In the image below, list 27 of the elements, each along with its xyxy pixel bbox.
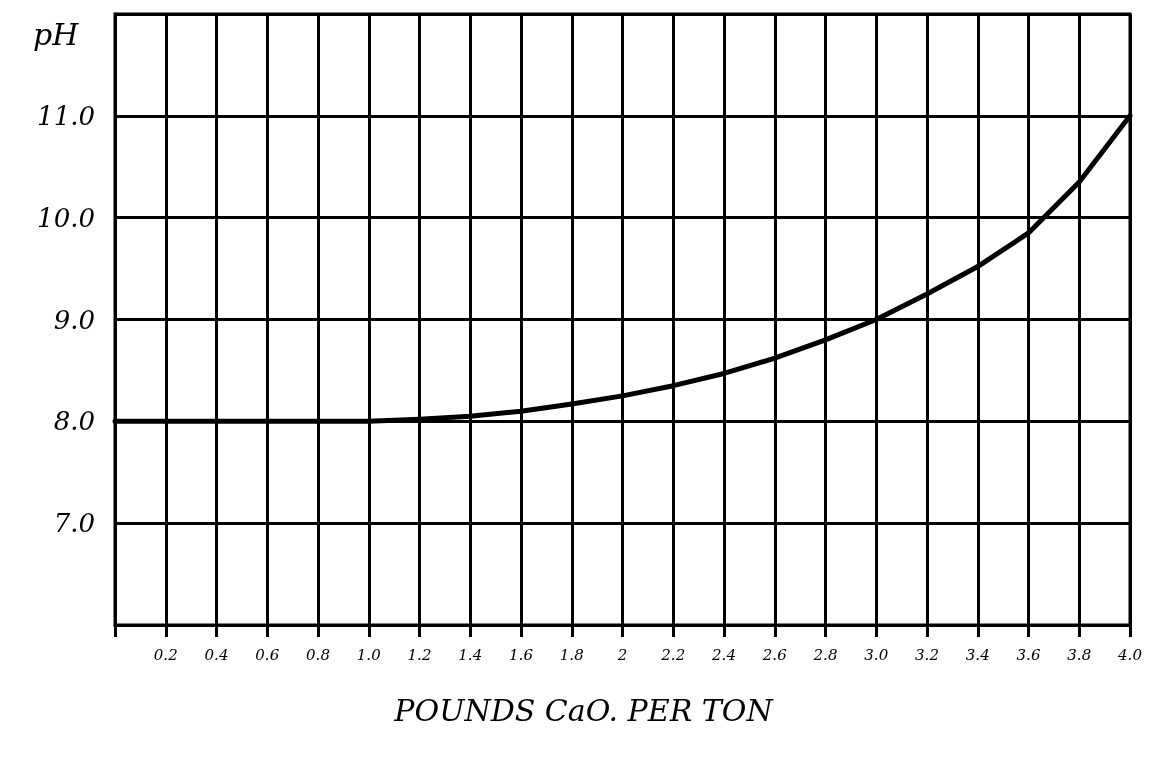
x-tick-label: 1.0	[356, 645, 382, 664]
y-tick-label: 11.0	[37, 100, 95, 131]
x-tick-label: 2	[616, 645, 628, 664]
x-tick-label: 3.8	[1067, 645, 1092, 664]
x-tick-label: 3.2	[915, 645, 939, 664]
y-tick-label: 10.0	[37, 202, 95, 233]
y-axis-title: pH	[33, 16, 80, 52]
x-tick-label: 3.0	[864, 645, 889, 664]
x-tick-label: 2.2	[660, 645, 686, 664]
x-tick-label: 0.8	[306, 645, 330, 664]
x-tick-label: 2.8	[812, 645, 838, 664]
x-tick-label: 1.4	[458, 645, 483, 664]
x-tick-label: 0.2	[153, 645, 178, 664]
x-tick-label: 0.4	[204, 645, 229, 664]
x-tick-label: 1.2	[407, 645, 432, 664]
x-tick-label: 4.0	[1117, 645, 1143, 664]
x-tick-label: 2.6	[761, 645, 788, 664]
x-tick-label: 3.4	[965, 645, 990, 664]
y-tick-label: 9.0	[53, 304, 95, 335]
x-tick-label: 3.6	[1016, 645, 1041, 664]
x-axis-title: POUNDS CaO. PER TON	[393, 692, 775, 728]
x-tick-label: 1.8	[559, 645, 584, 664]
x-tick-label: 1.6	[509, 645, 534, 664]
x-tick-label: 0.6	[255, 645, 280, 664]
y-tick-label: 7.0	[53, 508, 95, 539]
x-tick-label: 2.4	[711, 645, 736, 664]
y-tick-label: 8.0	[53, 406, 95, 437]
